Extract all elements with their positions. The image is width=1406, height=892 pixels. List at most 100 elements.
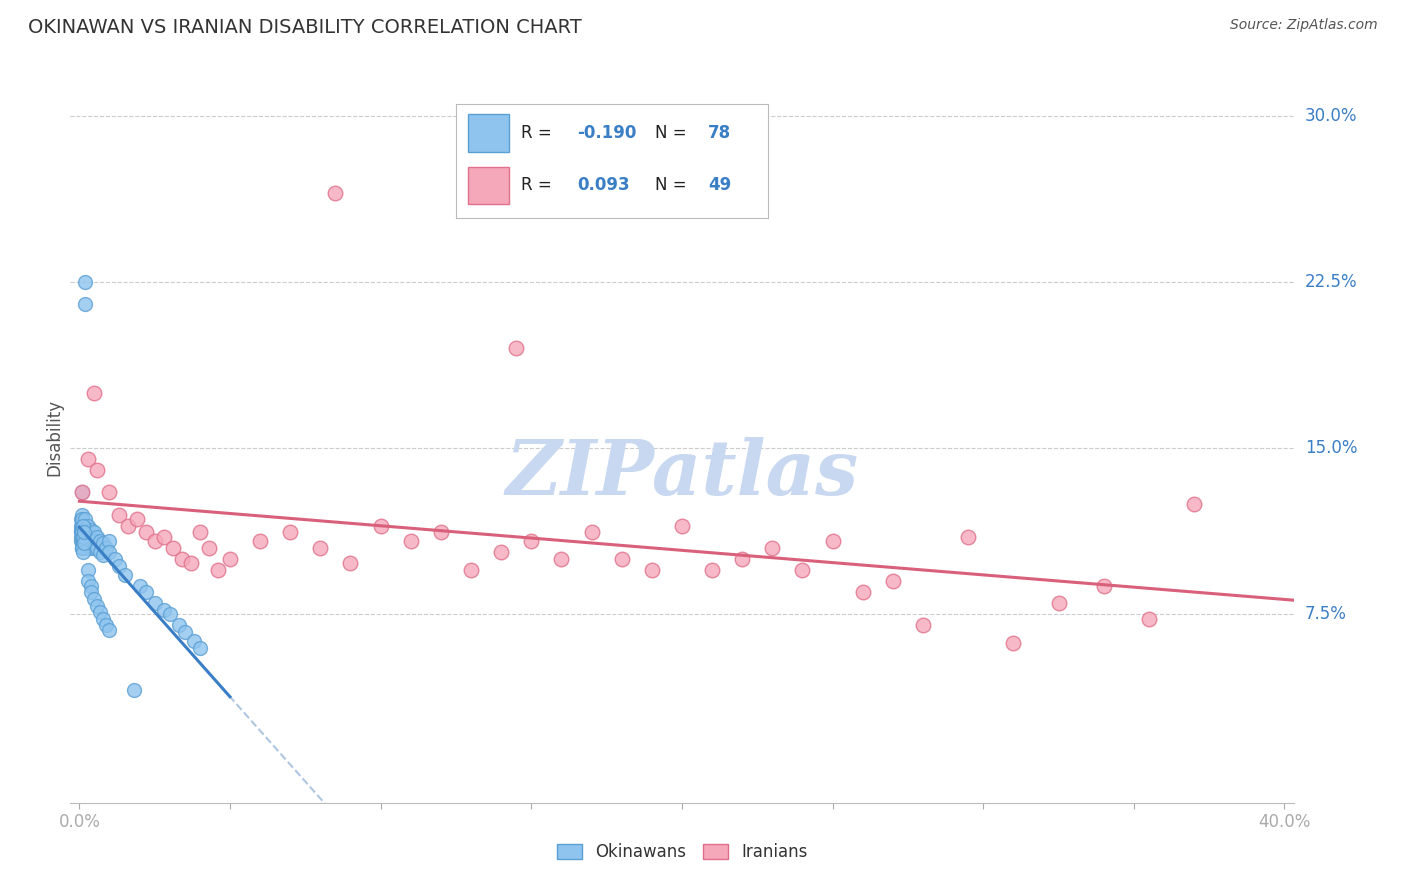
Y-axis label: Disability: Disability [45, 399, 63, 475]
Point [72, 518, 94, 533]
Point [399, 534, 422, 549]
Point [761, 541, 783, 555]
Point [325, 186, 347, 201]
Point [180, 557, 202, 571]
Point [77, 530, 100, 544]
Point [72, 536, 94, 550]
Point [86, 463, 108, 477]
Point [83, 534, 105, 549]
Point [89, 545, 111, 559]
Point [1137, 612, 1160, 626]
Point [1092, 578, 1115, 592]
Point [72, 545, 94, 559]
Point [278, 525, 301, 540]
Point [152, 530, 174, 544]
Point [198, 541, 221, 555]
Point [70, 514, 93, 528]
Point [70, 541, 93, 555]
Point [77, 536, 100, 550]
Point [162, 541, 184, 555]
Point [86, 530, 108, 544]
Point [75, 297, 97, 311]
Point [86, 541, 108, 555]
Point [135, 525, 157, 540]
Point [641, 563, 664, 577]
Point [114, 567, 136, 582]
Text: 7.5%: 7.5% [1305, 606, 1347, 624]
Point [128, 578, 150, 592]
Point [792, 563, 814, 577]
Point [70, 523, 93, 537]
Point [70, 512, 93, 526]
Point [1047, 596, 1070, 610]
Point [72, 530, 94, 544]
Point [152, 603, 174, 617]
Point [80, 585, 103, 599]
Text: OKINAWAN VS IRANIAN DISABILITY CORRELATION CHART: OKINAWAN VS IRANIAN DISABILITY CORRELATI… [28, 18, 582, 37]
Point [77, 452, 100, 467]
Point [98, 545, 121, 559]
Point [72, 523, 94, 537]
Point [700, 563, 723, 577]
Point [505, 342, 527, 356]
Point [520, 534, 543, 549]
Point [125, 512, 148, 526]
Point [117, 518, 139, 533]
Legend: Okinawans, Iranians: Okinawans, Iranians [550, 837, 814, 868]
Point [852, 585, 875, 599]
Point [882, 574, 904, 589]
Text: 30.0%: 30.0% [1305, 107, 1357, 125]
Point [72, 525, 94, 540]
Text: Source: ZipAtlas.com: Source: ZipAtlas.com [1230, 18, 1378, 32]
Point [107, 558, 129, 573]
Point [98, 623, 121, 637]
Point [80, 541, 103, 555]
Point [70, 530, 93, 544]
Point [1182, 497, 1205, 511]
Point [96, 618, 118, 632]
Point [309, 541, 332, 555]
Point [911, 618, 934, 632]
Point [70, 534, 93, 549]
Point [98, 485, 121, 500]
Point [70, 525, 93, 540]
Point [80, 523, 103, 537]
Point [77, 574, 100, 589]
Point [70, 518, 93, 533]
Point [339, 557, 361, 571]
Point [610, 552, 633, 566]
Point [75, 541, 97, 555]
Point [219, 552, 242, 566]
Point [73, 530, 96, 544]
Point [72, 485, 94, 500]
Point [72, 512, 94, 526]
Point [167, 618, 190, 632]
Point [93, 536, 115, 550]
Point [135, 585, 157, 599]
Point [821, 534, 844, 549]
Point [72, 508, 94, 522]
Point [75, 512, 97, 526]
Point [460, 563, 482, 577]
Point [93, 612, 115, 626]
Point [73, 534, 96, 549]
Point [430, 525, 453, 540]
Point [249, 534, 271, 549]
Point [80, 530, 103, 544]
Point [731, 552, 754, 566]
Point [77, 525, 100, 540]
Point [72, 534, 94, 549]
Point [370, 518, 392, 533]
Point [83, 541, 105, 555]
Point [72, 534, 94, 549]
Point [83, 385, 105, 400]
Point [957, 530, 980, 544]
Text: 15.0%: 15.0% [1305, 439, 1357, 458]
Point [89, 534, 111, 549]
Point [86, 599, 108, 613]
Point [93, 548, 115, 562]
Point [183, 634, 205, 648]
Point [72, 485, 94, 500]
Point [75, 275, 97, 289]
Point [489, 545, 512, 559]
